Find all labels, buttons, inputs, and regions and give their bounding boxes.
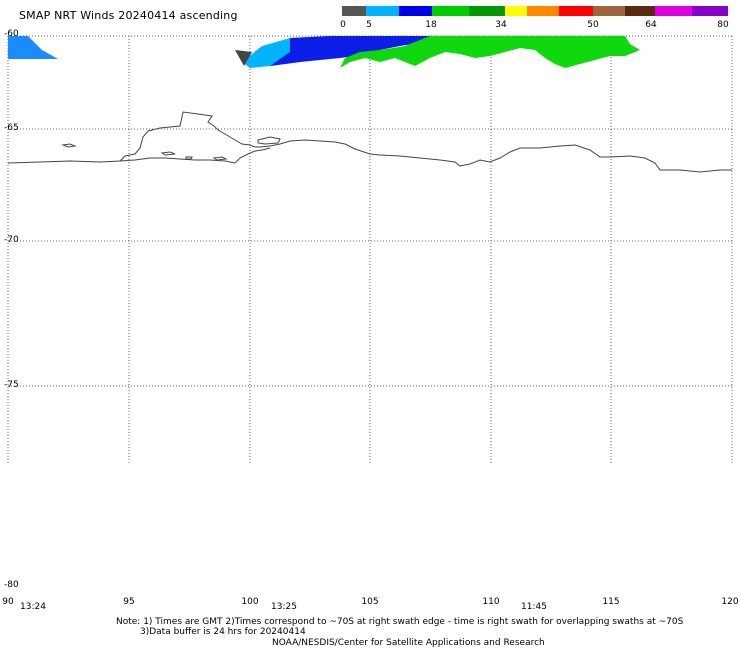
colorbar-label: 34 [495,20,507,30]
lon-label: 110 [482,597,500,607]
colorbar-segment [593,6,625,16]
colorbar-segment [655,6,692,16]
pass-time-label: 13:24 [20,602,46,612]
colorbar-segment [366,6,399,16]
colorbar-label: 64 [645,20,657,30]
colorbar-segment [527,6,559,16]
map-title: SMAP NRT Winds 20240414 ascending [19,9,238,22]
lat-lon-grid [7,35,733,465]
colorbar-label: 80 [717,20,729,30]
colorbar-label: 50 [587,20,599,30]
wind-swath-left [8,36,58,59]
colorbar-segment [432,6,469,16]
note-line-2: 3)Data buffer is 24 hrs for 20240414 [140,627,306,637]
colorbar-label: 5 [366,20,372,30]
low-wind-marker [235,50,252,66]
note-line-1: Note: 1) Times are GMT 2)Times correspon… [116,617,684,627]
colorbar-segment [342,6,366,16]
lon-label: 115 [602,597,620,607]
credit-line: NOAA/NESDIS/Center for Satellite Applica… [272,638,545,648]
lat-label: -75 [4,380,19,390]
lon-label: 120 [721,597,739,607]
colorbar-segment [625,6,655,16]
lat-label: -80 [4,580,19,590]
wind-swath-green [340,36,640,68]
colorbar-segment [469,6,505,16]
lat-label: -70 [4,235,19,245]
pass-time-label: 13:25 [271,602,297,612]
colorbar-segment [399,6,432,16]
colorbar-segment [505,6,527,16]
colorbar-label: 0 [340,20,346,30]
pass-time-label: 11:45 [521,602,547,612]
coastline [7,111,732,173]
colorbar-segment [692,6,728,16]
lon-label: 105 [361,597,379,607]
colorbar-segment [559,6,593,16]
lon-label: 95 [123,597,135,607]
lat-label: -65 [4,123,19,133]
lat-label: -60 [4,29,19,39]
wind-swath-blue [270,36,430,66]
lon-label: 100 [241,597,259,607]
colorbar-label: 18 [425,20,437,30]
lon-label: 90 [2,597,14,607]
